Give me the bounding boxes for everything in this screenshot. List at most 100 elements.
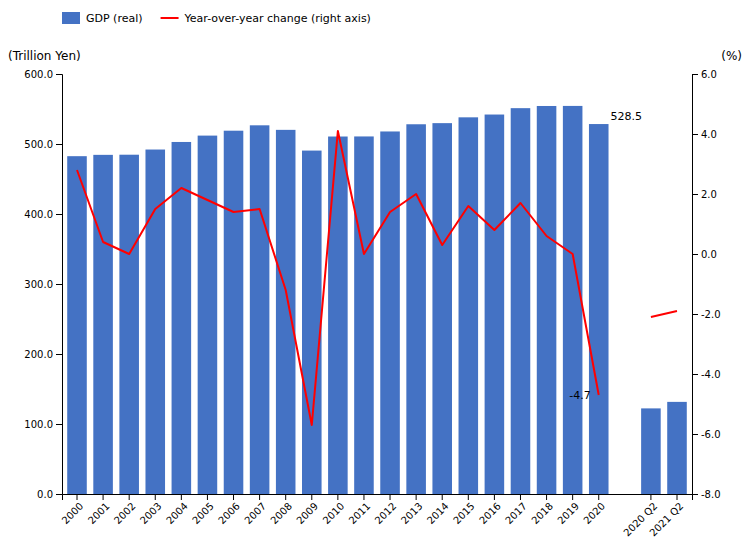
y2-tick-label: 6.0	[701, 69, 717, 80]
y-axis: 0.0100.0200.0300.0400.0500.0600.0	[24, 69, 62, 500]
y-tick-mark	[56, 494, 62, 495]
x-tick-mark	[416, 494, 417, 500]
x-tick-mark	[129, 494, 130, 500]
y-tick: 400.0	[24, 209, 62, 220]
y-axis-title: (Trillion Yen)	[8, 49, 81, 63]
chart-container: 2000200120022003200420052006200720082009…	[0, 0, 750, 560]
y-tick-mark	[56, 74, 62, 75]
x-tick-label: 2015	[451, 500, 477, 526]
y-tick-label: 500.0	[24, 139, 53, 150]
x-tick-mark	[494, 494, 495, 500]
bar	[511, 108, 531, 494]
x-tick-mark	[77, 494, 78, 500]
bar	[276, 130, 296, 494]
x-tick-mark	[233, 494, 234, 500]
y2-tick: 0.0	[692, 249, 717, 260]
x-tick-mark	[363, 494, 364, 500]
x-tick-label: 2002	[112, 500, 138, 526]
bar	[667, 402, 687, 494]
y2-tick-mark	[692, 494, 698, 495]
y2-tick-label: -6.0	[701, 429, 721, 440]
bar	[224, 131, 244, 494]
x-tick-label: 2007	[242, 500, 268, 526]
bar	[485, 115, 505, 494]
x-tick-mark	[155, 494, 156, 500]
x-tick-label: 2016	[477, 500, 503, 526]
x-tick-mark	[468, 494, 469, 500]
x-tick-mark	[546, 494, 547, 500]
x-tick-label: 2005	[190, 500, 216, 526]
x-tick: 2012	[373, 494, 399, 526]
x-tick: 2021 Q2	[647, 494, 685, 538]
marks	[67, 106, 687, 494]
bar	[302, 151, 322, 494]
y-tick: 100.0	[24, 419, 62, 430]
x-tick-mark	[181, 494, 182, 500]
y2-tick: 2.0	[692, 189, 717, 200]
y2-tick-label: -2.0	[701, 309, 721, 320]
line	[77, 131, 677, 425]
bar	[537, 106, 557, 494]
y2-tick: 6.0	[692, 69, 717, 80]
y-tick: 300.0	[24, 279, 62, 290]
x-tick-mark	[285, 494, 286, 500]
bar	[589, 124, 609, 494]
x-tick-mark	[572, 494, 573, 500]
y2-tick-label: 0.0	[701, 249, 717, 260]
y2-axis-line	[693, 75, 699, 495]
x-tick: 2009	[294, 494, 320, 526]
x-tick: 2001	[86, 494, 112, 526]
y2-tick: 4.0	[692, 129, 717, 140]
x-tick: 2013	[399, 494, 425, 526]
x-tick: 2000	[60, 494, 86, 526]
y-tick-label: 300.0	[24, 279, 53, 290]
y-tick: 200.0	[24, 349, 62, 360]
bar	[641, 408, 661, 494]
x-tick-label: 2006	[216, 500, 242, 526]
x-tick-mark	[103, 494, 104, 500]
x-tick-label: 2008	[268, 500, 294, 526]
x-tick-label: 2013	[399, 500, 425, 526]
bar	[198, 136, 218, 494]
legend-swatch	[62, 12, 80, 24]
x-axis: 2000200120022003200420052006200720082009…	[60, 494, 693, 538]
x-tick: 2017	[503, 494, 529, 526]
x-tick-mark	[207, 494, 208, 500]
x-tick: 2020	[581, 494, 607, 526]
x-tick: 2008	[268, 494, 294, 526]
x-tick-mark	[259, 494, 260, 500]
x-tick: 2019	[555, 494, 581, 526]
x-tick-label: 2017	[503, 500, 529, 526]
y-axis-line	[56, 75, 63, 495]
y-tick-label: 400.0	[24, 209, 53, 220]
bar	[145, 150, 165, 494]
x-tick: 2015	[451, 494, 477, 526]
y-tick-mark	[56, 354, 62, 355]
x-tick-mark	[598, 494, 599, 500]
chart-svg: 2000200120022003200420052006200720082009…	[0, 0, 750, 560]
y-tick-mark	[56, 284, 62, 285]
legend-item: Year-over-year change (right axis)	[161, 12, 371, 25]
bar-series	[67, 106, 687, 494]
x-axis-line	[63, 495, 693, 501]
legend: GDP (real) Year-over-year change (right a…	[62, 12, 371, 25]
x-tick-label: 2001	[86, 500, 112, 526]
plot: 2000200120022003200420052006200720082009…	[24, 69, 720, 539]
legend-label: GDP (real)	[86, 12, 143, 25]
x-tick: 2003	[138, 494, 164, 526]
x-tick: 2018	[529, 494, 555, 526]
legend-swatch	[161, 17, 179, 19]
bar	[406, 124, 426, 494]
x-tick-label: 2004	[164, 500, 190, 526]
x-tick: 2010	[321, 494, 347, 526]
bar	[563, 106, 583, 494]
y2-tick-mark	[692, 434, 698, 435]
bar	[67, 156, 87, 494]
x-tick-mark	[442, 494, 443, 500]
y-tick-mark	[56, 144, 62, 145]
y-tick: 500.0	[24, 139, 62, 150]
y2-tick-mark	[692, 134, 698, 135]
bar	[93, 155, 113, 494]
y-tick-mark	[56, 214, 62, 215]
bar	[328, 137, 348, 494]
